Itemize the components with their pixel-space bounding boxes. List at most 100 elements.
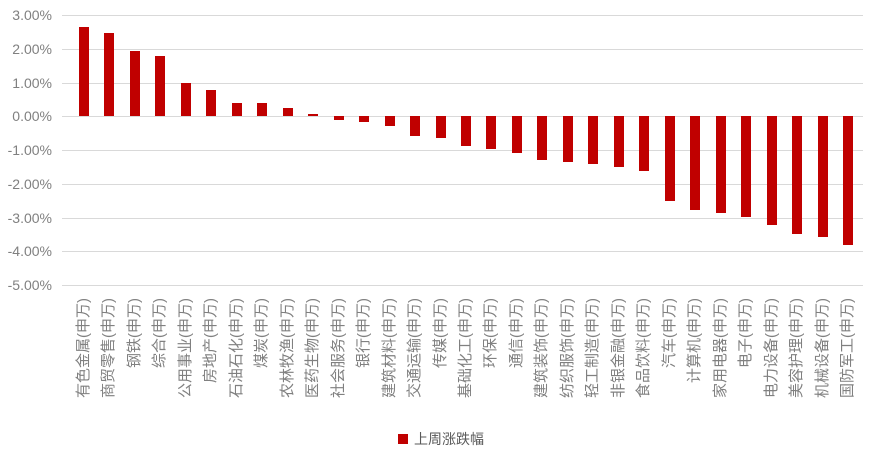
y-tick-label: -4.00%: [7, 243, 52, 260]
x-axis-label: 非银金融(申万): [606, 298, 631, 433]
x-axis-label-text: 美容护理(申万): [788, 298, 806, 398]
x-axis-label-text: 纺织服饰(申万): [558, 298, 576, 398]
bar: [766, 116, 777, 225]
x-axis-label-text: 电力设备(申万): [762, 298, 780, 398]
x-axis-label-text: 食品饮料(申万): [635, 298, 653, 398]
x-axis-label-text: 轻工制造(申万): [584, 298, 602, 398]
x-axis-label-text: 汽车(申万): [660, 298, 678, 368]
bar: [155, 55, 166, 117]
x-axis-label-text: 家用电器(申万): [711, 298, 729, 398]
bar: [613, 116, 624, 168]
bar: [359, 116, 370, 122]
y-tick-label: -2.00%: [7, 175, 52, 192]
x-axis-label-text: 传媒(申万): [431, 298, 449, 368]
bar: [231, 102, 242, 117]
gridline: [62, 48, 863, 50]
x-axis-label-text: 煤炭(申万): [253, 298, 271, 368]
x-axis-label-text: 钢铁(申万): [125, 298, 143, 368]
bar: [410, 116, 421, 137]
x-axis-labels: 有色金属(申万) 商贸零售(申万) 钢铁(申万) 综合(申万) 公用事业(申万) 房地产(…: [71, 298, 861, 433]
bar: [129, 51, 140, 117]
gridline: [62, 217, 863, 219]
x-axis-label-text: 基础化工(申万): [457, 298, 474, 398]
gridline: [62, 183, 863, 185]
bar: [384, 116, 395, 127]
bar: [715, 116, 726, 213]
bar: [104, 33, 115, 117]
x-axis-label-text: 医药生物(申万): [304, 298, 322, 398]
x-axis-label-text: 非银金融(申万): [609, 298, 627, 398]
legend-label: 上周涨跌幅: [414, 431, 484, 447]
x-axis-label-text: 商贸零售(申万): [100, 298, 118, 398]
x-axis-label: 农林牧渔(申万): [275, 298, 300, 433]
x-axis-label: 石油石化(申万): [224, 298, 249, 433]
bar: [308, 113, 319, 117]
x-axis-label: 基础化工(申万): [453, 298, 478, 433]
x-axis-label: 环保(申万): [479, 298, 504, 433]
y-tick-label: 2.00%: [12, 40, 52, 57]
legend-swatch-icon: [398, 434, 408, 444]
y-tick-label: 1.00%: [12, 74, 52, 91]
x-axis-label: 家用电器(申万): [708, 298, 733, 433]
x-axis-label: 交通运输(申万): [402, 298, 427, 433]
bar: [664, 116, 675, 201]
x-axis-label-text: 有色金属(申万): [74, 298, 92, 398]
y-tick-label: -1.00%: [7, 142, 52, 158]
bar: [333, 116, 344, 120]
x-axis-label: 医药生物(申万): [300, 298, 325, 433]
x-axis-label: 房地产(申万): [198, 298, 223, 433]
y-tick-label: -3.00%: [7, 209, 52, 226]
x-axis-label: 有色金属(申万): [71, 298, 96, 433]
x-axis-label-text: 房地产(申万): [202, 298, 220, 383]
x-axis-label-text: 计算机(申万): [686, 298, 704, 383]
bar: [843, 116, 854, 246]
x-axis-label: 纺织服饰(申万): [555, 298, 580, 433]
bar: [741, 116, 752, 218]
x-axis-label-text: 社会服务(申万): [329, 298, 347, 398]
x-axis-label: 国防军工(申万): [836, 298, 861, 433]
x-axis-label: 电子(申万): [734, 298, 759, 433]
x-axis-label: 汽车(申万): [657, 298, 682, 433]
x-axis-label: 传媒(申万): [428, 298, 453, 433]
x-axis-label-text: 建筑材料(申万): [380, 298, 398, 398]
y-tick-label: 3.00%: [12, 7, 52, 23]
gridline: [62, 15, 863, 16]
x-axis-label-text: 农林牧渔(申万): [278, 298, 296, 398]
bar: [817, 116, 828, 237]
bar: [639, 116, 650, 172]
bar: [78, 27, 89, 117]
x-axis-label: 食品饮料(申万): [632, 298, 657, 433]
x-axis-label-text: 国防军工(申万): [839, 298, 857, 398]
x-axis-label-text: 公用事业(申万): [176, 298, 194, 398]
gridline: [62, 251, 863, 253]
x-axis-label-text: 电子(申万): [737, 298, 755, 368]
x-axis-label-text: 通信(申万): [507, 298, 525, 368]
x-axis-label-text: 银行(申万): [355, 298, 373, 368]
x-axis-label-text: 机械设备(申万): [813, 298, 831, 398]
bar: [180, 83, 191, 117]
bar: [461, 116, 471, 146]
gridline: [62, 82, 863, 84]
x-axis-label-text: 交通运输(申万): [406, 298, 424, 398]
bar: [588, 116, 599, 164]
gridline: [62, 150, 863, 151]
bar: [206, 89, 217, 117]
x-axis-label: 轻工制造(申万): [581, 298, 606, 433]
legend: 上周涨跌幅: [0, 429, 882, 449]
bar: [537, 116, 548, 161]
x-axis-label: 煤炭(申万): [249, 298, 274, 433]
x-axis-label: 商贸零售(申万): [96, 298, 121, 433]
x-axis-label: 公用事业(申万): [173, 298, 198, 433]
bar: [282, 108, 293, 117]
x-axis-label: 计算机(申万): [683, 298, 708, 433]
bar: [690, 116, 701, 210]
bar: [792, 116, 803, 234]
bar: [257, 103, 268, 117]
x-axis-label: 电力设备(申万): [759, 298, 784, 433]
x-axis-label: 美容护理(申万): [785, 298, 810, 433]
plot-area: [71, 0, 861, 298]
bar: [435, 116, 446, 139]
x-axis-label-text: 石油石化(申万): [227, 298, 245, 398]
x-axis-label-text: 建筑装饰(申万): [533, 298, 551, 398]
